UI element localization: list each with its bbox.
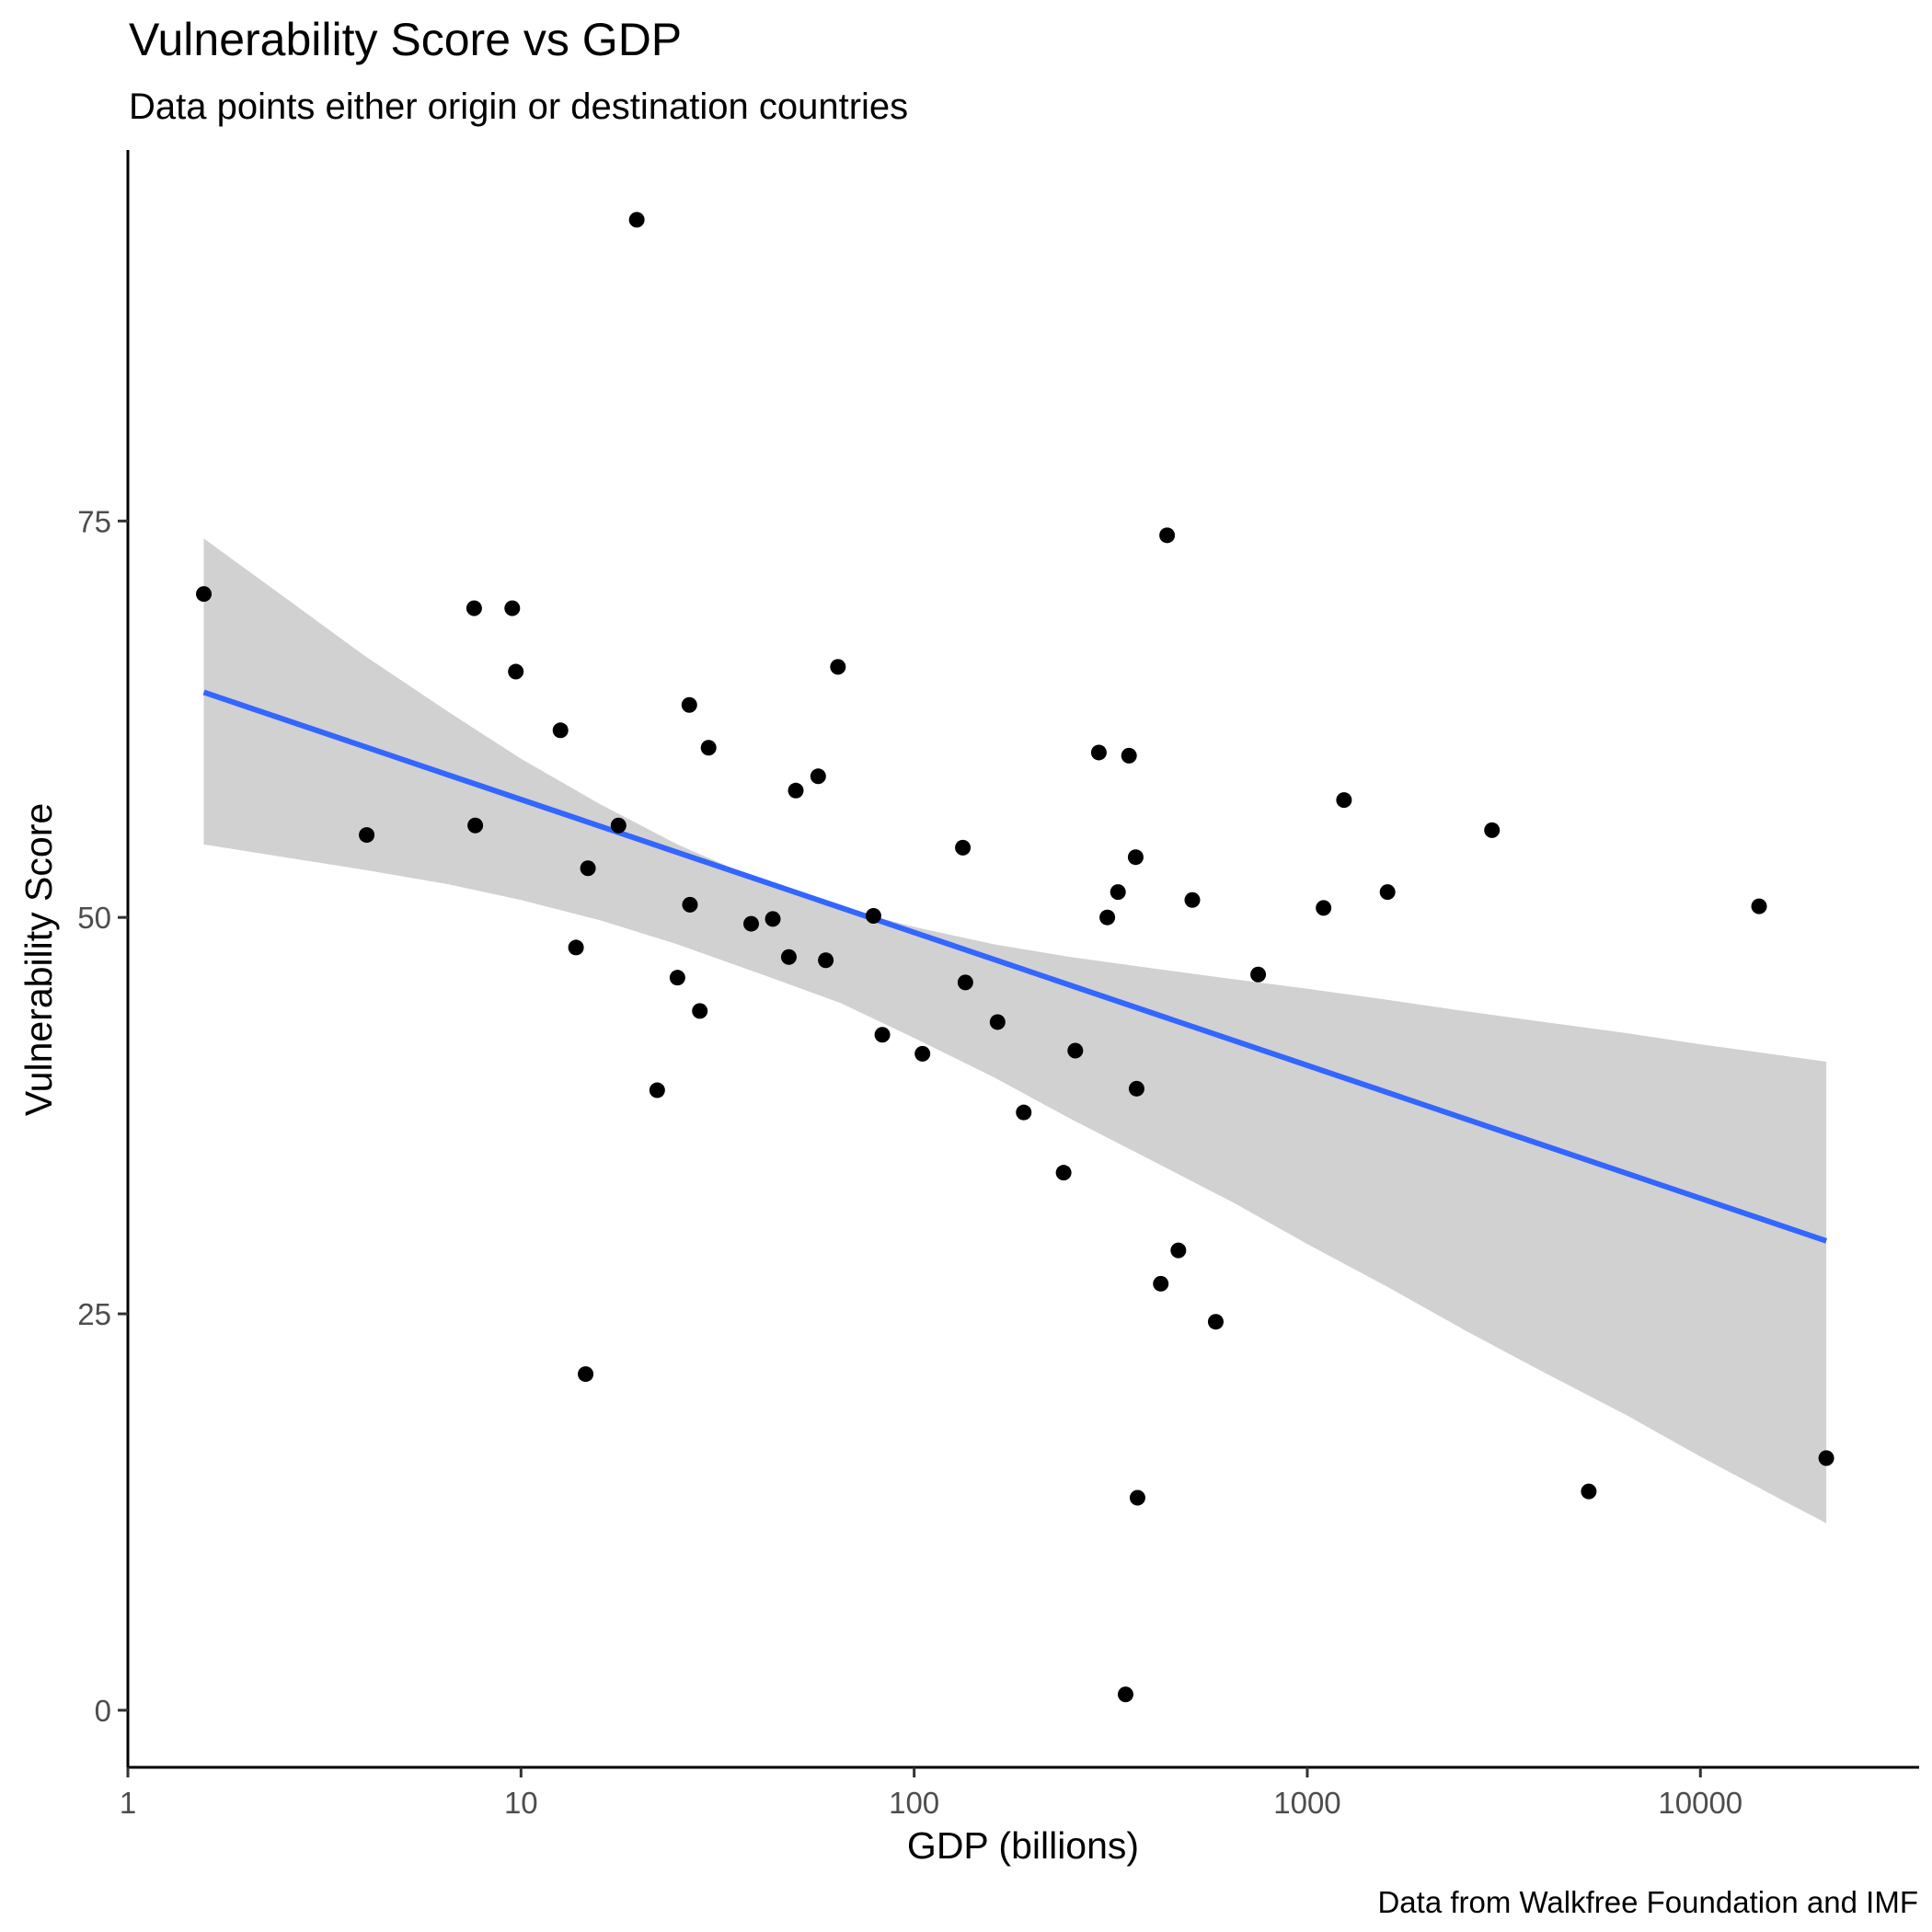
- data-point: [568, 939, 584, 956]
- data-point: [467, 817, 484, 834]
- chart-caption: Data from Walkfree Foundation and IMF: [1377, 1885, 1918, 1919]
- y-tick-label: 50: [77, 901, 111, 935]
- data-point: [1316, 900, 1332, 916]
- data-point: [610, 817, 627, 834]
- data-point: [692, 1003, 708, 1019]
- data-point: [788, 782, 804, 799]
- data-point: [830, 659, 846, 675]
- data-point: [1207, 1314, 1224, 1330]
- y-tick-label: 25: [77, 1297, 111, 1331]
- x-tick-label: 1000: [1273, 1786, 1340, 1820]
- x-tick-label: 100: [889, 1786, 939, 1820]
- data-point: [681, 696, 697, 713]
- data-point: [1250, 966, 1267, 983]
- data-point: [1379, 884, 1396, 901]
- data-point: [765, 911, 781, 927]
- chart-title: Vulnerability Score vs GDP: [129, 14, 682, 65]
- data-point: [1121, 747, 1137, 764]
- data-point: [1751, 898, 1767, 914]
- confidence-band: [203, 538, 1827, 1524]
- data-point: [1336, 792, 1352, 809]
- y-tick-label: 75: [77, 504, 111, 538]
- data-point: [649, 1082, 665, 1098]
- x-axis-ticks: 1 10 100 1000 10000: [120, 1767, 1742, 1820]
- data-point: [1055, 1165, 1072, 1181]
- data-point: [578, 1366, 594, 1383]
- data-point: [1581, 1483, 1597, 1500]
- x-tick-label: 1: [120, 1786, 136, 1820]
- y-tick-label: 0: [95, 1694, 111, 1728]
- data-point: [1099, 909, 1116, 926]
- data-point: [1110, 884, 1126, 901]
- y-axis-ticks: 0 25 50 75: [77, 504, 128, 1728]
- data-point: [1090, 744, 1107, 761]
- data-point: [196, 586, 213, 603]
- data-point: [1016, 1104, 1032, 1121]
- data-point: [682, 896, 698, 913]
- data-point: [957, 974, 973, 991]
- data-point: [359, 827, 375, 844]
- data-point: [628, 212, 645, 228]
- data-point: [1129, 1489, 1145, 1506]
- data-point: [865, 907, 881, 924]
- chart-subtitle: Data points either origin or destination…: [129, 86, 908, 127]
- data-point: [810, 768, 826, 785]
- data-point: [874, 1027, 891, 1043]
- data-point: [552, 722, 569, 739]
- data-points-layer: [196, 212, 1834, 1703]
- data-point: [1159, 527, 1176, 544]
- data-point: [508, 663, 524, 680]
- data-point: [669, 970, 685, 986]
- data-point: [700, 740, 717, 756]
- data-point: [1184, 891, 1201, 908]
- data-point: [504, 600, 521, 616]
- data-point: [1818, 1450, 1834, 1466]
- data-point: [818, 952, 834, 969]
- data-point: [989, 1014, 1006, 1030]
- x-tick-label: 10: [504, 1786, 538, 1820]
- data-point: [780, 949, 797, 965]
- trend-line: [202, 689, 1828, 1244]
- data-point: [1127, 849, 1144, 866]
- data-point: [955, 839, 972, 856]
- data-point: [466, 600, 482, 616]
- data-point: [742, 915, 759, 932]
- data-point: [1128, 1080, 1144, 1097]
- data-point: [1484, 822, 1501, 838]
- x-axis-title: GDP (billions): [907, 1824, 1139, 1867]
- confidence-band-layer: [203, 538, 1827, 1524]
- data-point: [1067, 1042, 1084, 1059]
- data-point: [1170, 1242, 1187, 1259]
- data-point: [1117, 1686, 1133, 1703]
- trend-line-layer: [202, 689, 1828, 1244]
- data-point: [914, 1045, 931, 1062]
- y-axis-title: Vulnerability Score: [17, 803, 60, 1116]
- data-point: [1153, 1275, 1169, 1292]
- data-point: [580, 860, 596, 877]
- x-tick-label: 10000: [1658, 1786, 1742, 1820]
